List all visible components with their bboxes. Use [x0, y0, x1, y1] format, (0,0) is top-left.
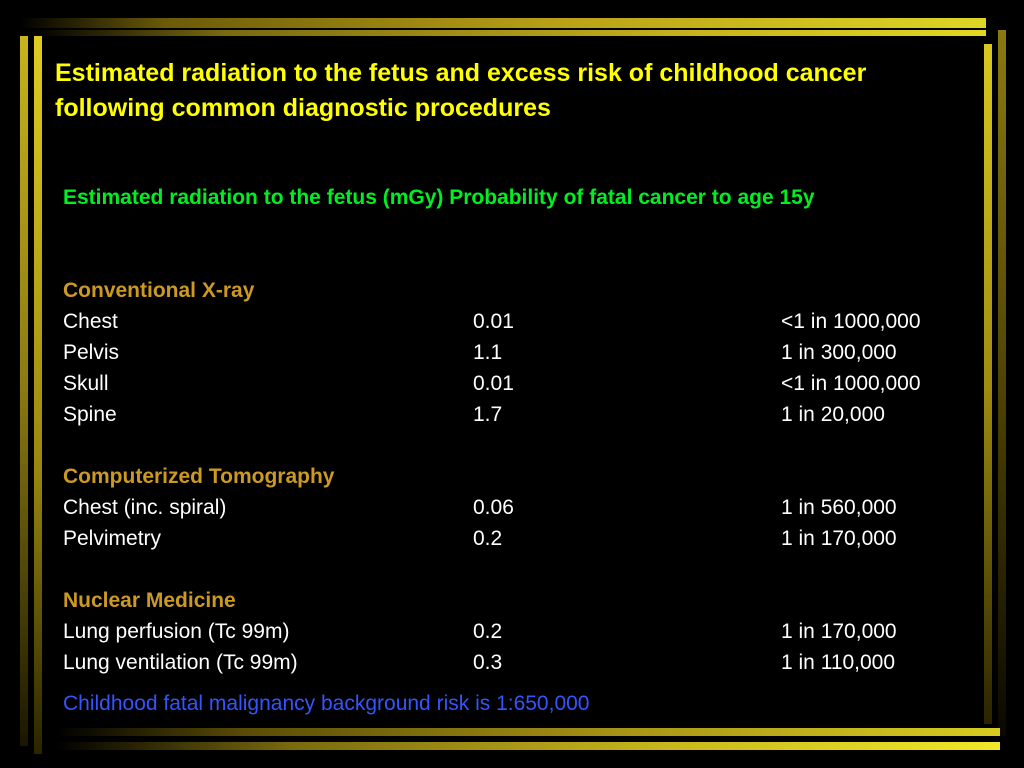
- procedure-cell: Spine: [63, 403, 117, 426]
- procedure-cell: Chest (inc. spiral): [63, 496, 227, 519]
- table-row: Pelvis 1.1 1 in 300,000: [63, 337, 983, 368]
- dose-cell: 1.1: [473, 341, 503, 364]
- procedure-cell: Pelvimetry: [63, 527, 162, 550]
- frame-bar-right-inner: [984, 44, 992, 724]
- section-title: Computerized Tomography: [63, 465, 335, 488]
- dose-cell: 0.2: [473, 527, 503, 550]
- section-nuclear-medicine: Nuclear Medicine Lung perfusion (Tc 99m)…: [63, 585, 983, 678]
- risk-cell: 1 in 20,000: [781, 403, 885, 426]
- table-row: Lung ventilation (Tc 99m) 0.3 1 in 110,0…: [63, 647, 983, 678]
- risk-cell: <1 in 1000,000: [781, 310, 921, 333]
- section-spacer: [63, 554, 983, 585]
- column-header: Estimated radiation to the fetus (mGy) P…: [63, 186, 815, 209]
- table-row: Lung perfusion (Tc 99m) 0.2 1 in 170,000: [63, 616, 983, 647]
- risk-cell: 1 in 560,000: [781, 496, 897, 519]
- dose-cell: 0.3: [473, 651, 503, 674]
- frame-bar-bottom-inner: [56, 728, 1000, 736]
- table-row: Pelvimetry 0.2 1 in 170,000: [63, 523, 983, 554]
- risk-table: Conventional X-ray Chest 0.01 <1 in 1000…: [63, 275, 983, 678]
- procedure-cell: Chest: [63, 310, 118, 333]
- table-row: Chest 0.01 <1 in 1000,000: [63, 306, 983, 337]
- frame-bar-bottom-outer: [56, 742, 1000, 750]
- table-row: Skull 0.01 <1 in 1000,000: [63, 368, 983, 399]
- background-risk-note: Childhood fatal malignancy background ri…: [63, 692, 590, 715]
- slide-title: Estimated radiation to the fetus and exc…: [55, 59, 867, 122]
- section-spacer: [63, 430, 983, 461]
- section-title: Nuclear Medicine: [63, 589, 236, 612]
- procedure-cell: Lung ventilation (Tc 99m): [63, 651, 298, 674]
- section-title: Conventional X-ray: [63, 279, 255, 302]
- dose-cell: 1.7: [473, 403, 503, 426]
- table-row: Chest (inc. spiral) 0.06 1 in 560,000: [63, 492, 983, 523]
- dose-cell: 0.01: [473, 372, 514, 395]
- dose-cell: 0.2: [473, 620, 503, 643]
- dose-cell: 0.01: [473, 310, 514, 333]
- frame-bar-top-inner: [34, 30, 986, 36]
- frame-bar-top-outer: [20, 18, 986, 28]
- frame-bar-right-outer: [998, 30, 1006, 736]
- frame-bar-left-inner: [34, 36, 42, 754]
- risk-cell: 1 in 300,000: [781, 341, 897, 364]
- section-computerized-tomography: Computerized Tomography Chest (inc. spir…: [63, 461, 983, 554]
- risk-cell: 1 in 170,000: [781, 527, 897, 550]
- table-row: Spine 1.7 1 in 20,000: [63, 399, 983, 430]
- procedure-cell: Lung perfusion (Tc 99m): [63, 620, 290, 643]
- risk-cell: <1 in 1000,000: [781, 372, 921, 395]
- frame-bar-left-outer: [20, 36, 28, 746]
- dose-cell: 0.06: [473, 496, 514, 519]
- procedure-cell: Pelvis: [63, 341, 120, 364]
- risk-cell: 1 in 170,000: [781, 620, 897, 643]
- procedure-cell: Skull: [63, 372, 109, 395]
- section-conventional-xray: Conventional X-ray Chest 0.01 <1 in 1000…: [63, 275, 983, 430]
- risk-cell: 1 in 110,000: [781, 651, 896, 674]
